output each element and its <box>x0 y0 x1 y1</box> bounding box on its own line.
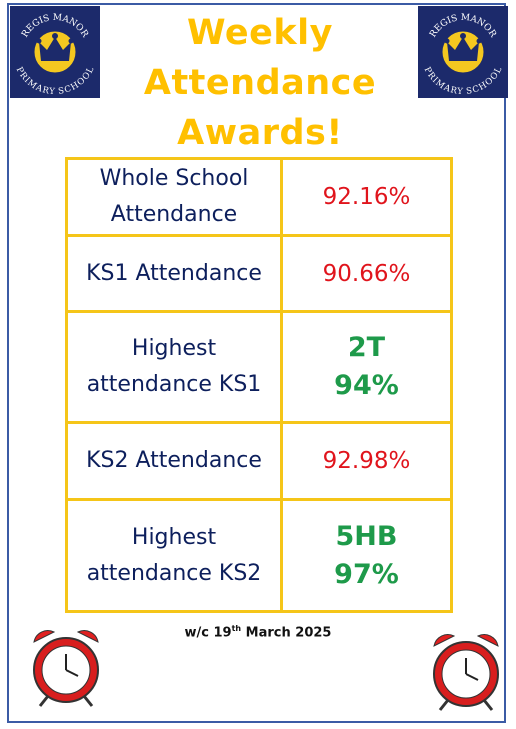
row-label: Whole School Attendance <box>65 157 283 237</box>
footer: w/c 19th March 2025 <box>0 624 516 640</box>
table-row: Highest attendance KS1 2T 94% <box>65 310 453 424</box>
footer-date: March 2025 <box>241 625 332 641</box>
table-row: Whole School Attendance 92.16% <box>65 157 453 237</box>
row-value: 2T 94% <box>280 310 453 424</box>
title-line: Awards! <box>177 113 343 153</box>
row-label: Highest attendance KS2 <box>65 498 283 613</box>
value-line: 94% <box>334 370 399 401</box>
row-label: Highest attendance KS1 <box>65 310 283 424</box>
row-label: KS1 Attendance <box>65 234 283 313</box>
title-line: Weekly <box>187 13 333 53</box>
row-label: KS2 Attendance <box>65 421 283 501</box>
value-line: 2T <box>347 332 386 363</box>
row-value: 90.66% <box>280 234 453 313</box>
title-line: Attendance <box>143 63 377 103</box>
attendance-table: Whole School Attendance 92.16% KS1 Attenda… <box>65 157 453 613</box>
footer-sup: th <box>231 624 242 633</box>
school-logo: REGIS MANOR PRIMARY SCHOOL <box>10 6 100 98</box>
value-line: 90.66% <box>322 260 411 287</box>
alarm-clock <box>433 634 499 711</box>
table-row: KS2 Attendance 92.98% <box>65 421 453 501</box>
value-line: 92.16% <box>322 184 411 210</box>
frame <box>7 3 506 723</box>
school-logo: REGIS MANOR PRIMARY SCHOOL <box>418 6 508 98</box>
value-line: 5HB <box>335 520 398 552</box>
row-value: 5HB 97% <box>280 498 453 613</box>
alarm-clock <box>33 630 99 707</box>
table-row: KS1 Attendance 90.66% <box>65 234 453 313</box>
table-row: Highest attendance KS2 5HB 97% <box>65 498 453 613</box>
footer-date: w/c 19 <box>184 625 232 641</box>
row-value: 92.98% <box>280 421 453 501</box>
row-value: 92.16% <box>280 157 453 237</box>
value-line: 97% <box>334 558 399 590</box>
title: Weekly Attendance Awards! <box>110 8 410 158</box>
value-line: 92.98% <box>322 448 411 474</box>
